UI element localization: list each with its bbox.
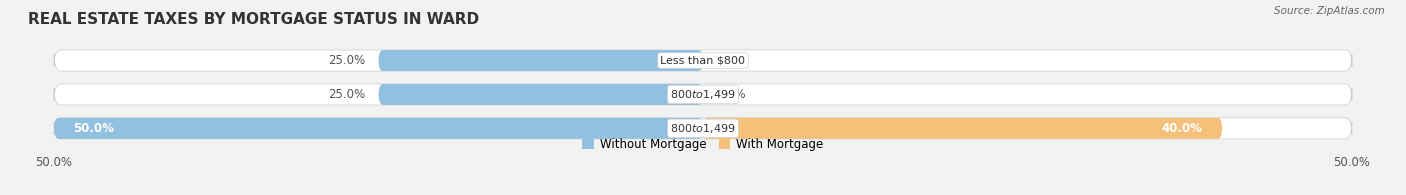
Text: 25.0%: 25.0% [329,88,366,101]
FancyBboxPatch shape [53,118,703,139]
Text: 0.0%: 0.0% [716,54,745,67]
Text: 40.0%: 40.0% [1161,122,1202,135]
FancyBboxPatch shape [378,84,703,105]
Text: $800 to $1,499: $800 to $1,499 [671,122,735,135]
Text: Source: ZipAtlas.com: Source: ZipAtlas.com [1274,6,1385,16]
Text: Less than $800: Less than $800 [661,56,745,66]
Text: 0.0%: 0.0% [716,88,745,101]
FancyBboxPatch shape [378,50,703,71]
Text: REAL ESTATE TAXES BY MORTGAGE STATUS IN WARD: REAL ESTATE TAXES BY MORTGAGE STATUS IN … [28,12,479,27]
FancyBboxPatch shape [53,118,1353,139]
FancyBboxPatch shape [53,50,1353,71]
FancyBboxPatch shape [53,84,1353,105]
Text: 25.0%: 25.0% [329,54,366,67]
Text: 50.0%: 50.0% [73,122,114,135]
FancyBboxPatch shape [703,118,1222,139]
Legend: Without Mortgage, With Mortgage: Without Mortgage, With Mortgage [578,133,828,156]
Text: $800 to $1,499: $800 to $1,499 [671,88,735,101]
